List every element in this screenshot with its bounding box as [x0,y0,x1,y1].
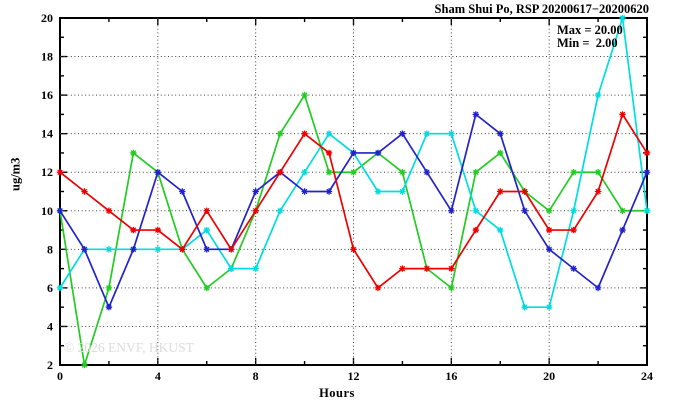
tick-label: 0 [57,369,63,383]
tick-label: 12 [41,165,53,179]
tick-label: 16 [41,88,53,102]
tick-label: 14 [41,127,53,141]
tick-label: 10 [41,204,53,218]
tick-label: 4 [47,319,53,333]
tick-label: 20 [543,369,555,383]
tick-label: 6 [47,281,53,295]
tick-label: 8 [253,369,259,383]
y-axis-label: ug/m3 [8,157,23,191]
tick-label: 2 [47,358,53,372]
tick-label: 20 [41,11,53,25]
tick-label: 24 [641,369,653,383]
watermark: © 2026 ENVF, HKUST [64,340,194,355]
chart-title: Sham Shui Po, RSP 20200617−20200620 [434,2,649,16]
blue-series-line [59,113,648,309]
red-series-markers [56,111,651,292]
tick-label: 12 [348,369,360,383]
blue-series-markers [56,111,651,311]
max-annotation: Max = 20.00 [557,23,623,37]
tick-label: 16 [445,369,457,383]
min-annotation: Min = 2.00 [557,36,618,50]
tick-label: 4 [155,369,161,383]
x-axis-label: Hours [319,386,355,400]
tick-label: 18 [41,50,53,64]
tick-label: 8 [47,242,53,256]
